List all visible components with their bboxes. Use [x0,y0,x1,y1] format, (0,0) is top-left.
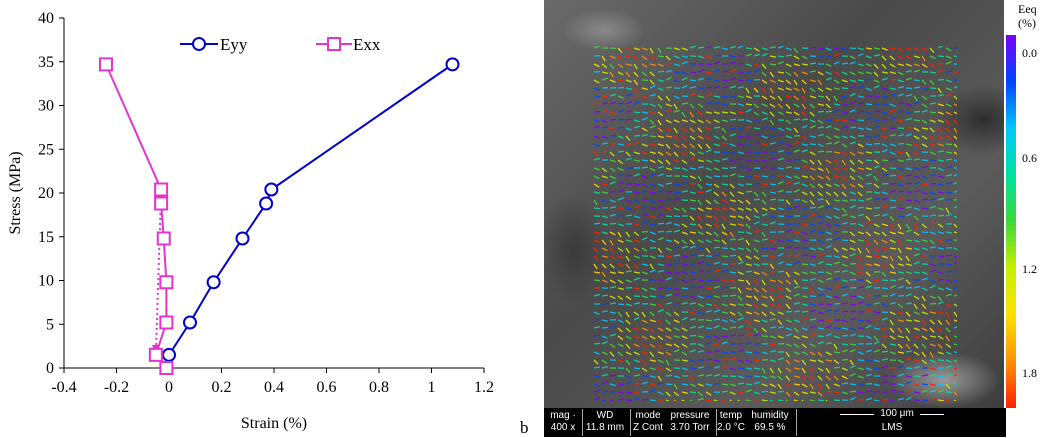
y-tick-label: 35 [38,54,54,71]
colorbar-tick: 0.6 [1022,151,1037,166]
y-tick-label: 10 [38,273,54,290]
mag-value: 400 x [546,422,580,434]
data-point-eyy [184,317,196,329]
legend-exx-label: Exx [353,35,381,54]
wd-value: 11.8 mm [582,422,628,434]
data-point-exx [160,362,172,374]
data-point-eyy [260,198,272,210]
pressure-value: 3.70 Torr [666,422,714,434]
temp-value: 2.0 °C [716,422,746,434]
colorbar-tick: 0.0 [1022,46,1037,61]
x-tick-label: -0.4 [51,379,76,396]
y-tick-label: 25 [38,141,54,158]
colorbar-unit: (%) [1018,16,1036,31]
x-tick-label: -0.2 [104,379,129,396]
series-line-exx [106,64,166,368]
x-tick-label: 0.8 [369,379,389,396]
data-point-exx [100,58,112,70]
series-line-eyy [169,64,453,355]
sem-databar: mag · 400 x WD 11.8 mm mode Z Cont press… [544,408,1006,437]
colorbar-title: Eeq [1018,2,1037,17]
scale-value: 100 μm [874,408,920,420]
chart-svg: 0 5 10 15 20 25 30 35 40 -0.4 -0.2 0 0.2 0.4 0.6 0.8 1 1.… [0,0,500,437]
data-point-exx [160,276,172,288]
x-tick-label: 0 [165,379,173,396]
data-point-exx [160,317,172,329]
data-point-exx [155,184,167,196]
wd-label: WD [582,410,628,422]
humidity-value: 69.5 % [746,422,794,434]
lab-name: LMS [840,422,944,434]
sem-micrograph [544,0,1004,408]
x-tick-label: 0.6 [317,379,337,396]
y-tick-label: 5 [46,316,54,333]
humidity-label: humidity [746,410,794,422]
sem-figure: mag · 400 x WD 11.8 mm mode Z Cont press… [544,0,1045,437]
y-tick-label: 30 [38,98,54,115]
y-tick-label: 40 [38,10,54,27]
x-axis-label: Strain (%) [241,415,307,432]
x-tick-label: 0.4 [264,379,284,396]
x-tick-label: 0.2 [212,379,232,396]
mag-label: mag · [546,410,580,422]
legend-eyy-label: Eyy [220,35,248,54]
data-point-exx [155,198,167,210]
data-point-exx [150,349,162,361]
stress-strain-chart: 0 5 10 15 20 25 30 35 40 -0.4 -0.2 0 0.2 0.4 0.6 0.8 1 1.… [0,0,500,437]
mode-label: mode [630,410,666,422]
pressure-label: pressure [666,410,714,422]
series-dotted-segment [156,190,161,355]
y-tick-label: 15 [38,229,54,246]
data-point-eyy [237,233,249,245]
y-axis-label: Stress (MPa) [7,151,24,234]
legend-exx-marker [328,38,340,50]
colorbar-tick: 1.2 [1022,262,1037,277]
mode-value: Z Cont [630,422,666,434]
y-tick-label: 0 [46,360,54,377]
panel-label: b [520,418,529,438]
data-point-eyy [208,276,220,288]
colorbar [1006,35,1016,408]
data-point-eyy [447,58,459,70]
strain-field-overlay [592,46,957,401]
temp-label: temp [716,410,746,422]
y-tick-label: 20 [38,185,54,202]
data-point-eyy [265,184,277,196]
data-point-eyy [163,349,175,361]
x-tick-label: 1.2 [474,379,494,396]
data-point-exx [158,233,170,245]
legend-eyy-marker [193,38,205,50]
colorbar-tick: 1.8 [1022,366,1037,381]
x-tick-label: 1 [428,379,436,396]
